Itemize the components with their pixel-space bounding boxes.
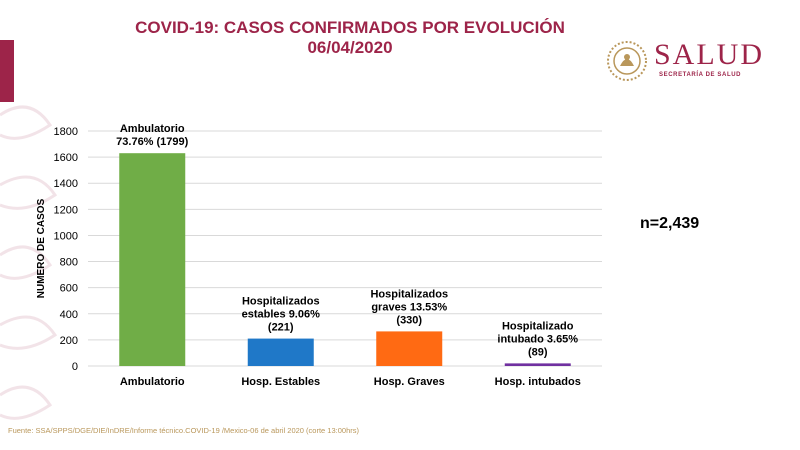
national-seal-icon [607,41,647,81]
y-tick-label: 400 [60,309,78,321]
x-tick-label: Ambulatorio [120,376,185,388]
decorative-background-pattern [0,105,58,420]
page-title: COVID-19: CASOS CONFIRMADOS POR EVOLUCIÓ… [135,18,565,37]
y-tick-label: 1000 [54,230,78,242]
data-label: Hospitalizado [502,320,574,332]
salud-logo: SALUD SECRETARÍA DE SALUD [606,38,776,86]
y-axis-label: NUMERO DE CASOS [36,198,47,298]
data-label: (221) [268,322,294,334]
y-tick-label: 200 [60,335,78,347]
data-label: Hospitalizados [370,288,448,300]
data-label: graves 13.53% [371,301,447,313]
y-tick-label: 1200 [54,204,78,216]
data-label: Hospitalizados [242,296,320,308]
y-tick-label: 1600 [54,152,78,164]
x-tick-label: Hosp. Graves [374,376,445,388]
x-tick-label: Hosp. intubados [495,376,581,388]
data-label: 73.76% (1799) [116,136,188,148]
page-subtitle-date: 06/04/2020 [307,38,393,57]
data-label: estables 9.06% [242,309,320,321]
source-footnote: Fuente: SSA/SPPS/DGE/DIE/InDRE/Informe t… [8,426,359,435]
data-label: (89) [528,346,548,358]
total-count-label: n=2,439 [640,215,700,232]
y-tick-label: 0 [72,361,78,373]
bar-hosp-intubados [504,363,571,366]
data-label: (330) [396,314,422,326]
x-tick-label: Hosp. Estables [241,376,320,388]
bar-hosp-estables [247,338,314,366]
data-label: Ambulatorio [120,123,185,135]
data-label: intubado 3.65% [497,333,578,345]
y-tick-label: 800 [60,257,78,269]
brand-side-bar [0,40,14,102]
y-tick-label: 1400 [54,178,78,190]
logo-wordmark: SALUD [654,38,765,71]
logo-subtitle: SECRETARÍA DE SALUD [659,72,742,78]
y-tick-label: 600 [60,283,78,295]
bar-ambulatorio [119,153,186,366]
y-tick-label: 1800 [54,126,78,138]
bar-hosp-graves [376,331,443,366]
